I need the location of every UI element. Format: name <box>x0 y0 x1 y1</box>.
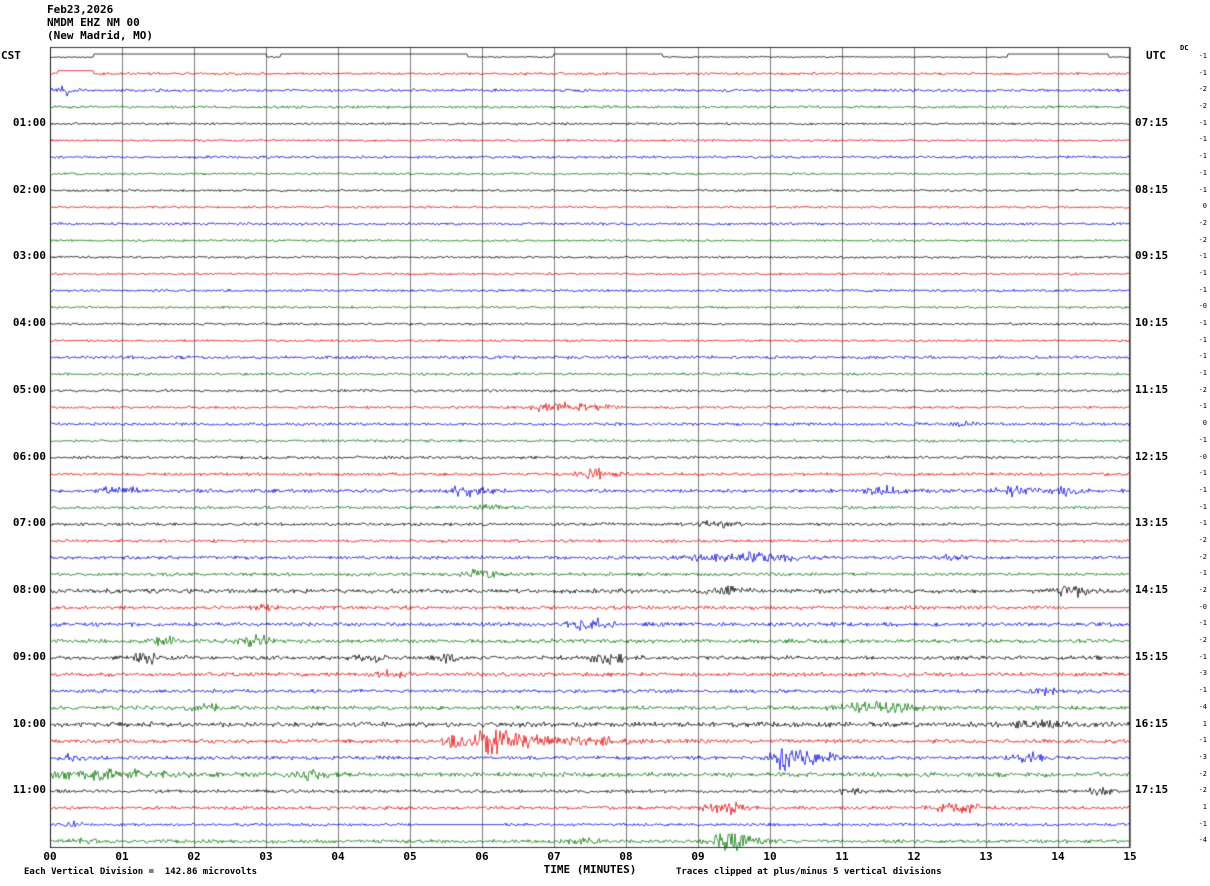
dc-offset-value: -1 <box>1198 335 1207 344</box>
dc-offset-value: -1 <box>1198 68 1207 77</box>
dc-offset-value: -1 <box>1198 569 1207 578</box>
left-time-label: 06:00 <box>12 449 46 463</box>
minute-tick-label: 04 <box>331 850 345 863</box>
minute-tick-label: 03 <box>259 850 273 863</box>
dc-offset-value: -1 <box>1198 52 1207 60</box>
dc-offset-value: -2 <box>1198 552 1207 561</box>
dc-offset-value: -1 <box>1198 502 1207 511</box>
left-time-label: 10:00 <box>12 716 46 730</box>
dc-offset-value: -1 <box>1198 819 1207 828</box>
right-time-label: 10:15 <box>1135 316 1169 329</box>
right-time-label: 15:15 <box>1135 649 1169 663</box>
minute-tick-label: 01 <box>115 850 129 863</box>
right-time-label: 09:15 <box>1135 249 1169 263</box>
dc-offset-value: -2 <box>1198 769 1207 778</box>
dc-offset-value: 0 <box>1202 419 1207 428</box>
right-time-label: 12:15 <box>1135 449 1169 463</box>
dc-offset-value: -1 <box>1198 152 1207 161</box>
dc-offset-value: -2 <box>1198 786 1207 795</box>
dc-offset-value: -1 <box>1198 519 1207 528</box>
dc-offset-value: -2 <box>1198 385 1207 394</box>
minute-tick-label: 09 <box>691 850 705 863</box>
dc-offset-value: -3 <box>1198 669 1207 678</box>
dc-offset-value: -0 <box>1198 302 1207 311</box>
dc-offset-value: 1 <box>1202 802 1207 811</box>
right-time-label: 13:15 <box>1135 516 1169 530</box>
dc-offset-value: -1 <box>1198 686 1207 695</box>
left-time-label: 07:00 <box>12 516 46 530</box>
minute-tick-label: 15 <box>1123 850 1137 863</box>
dc-offset-value: -2 <box>1198 235 1207 244</box>
dc-offset-value: -2 <box>1198 102 1207 111</box>
dc-offset-value: -1 <box>1198 319 1207 327</box>
dc-offset-value: -1 <box>1198 352 1207 361</box>
dc-offset-value: -2 <box>1198 636 1207 645</box>
minute-tick-label: 08 <box>619 850 633 863</box>
dc-offset-value: -1 <box>1198 135 1207 144</box>
x-axis-title: TIME (MINUTES) <box>543 863 637 876</box>
header-station: NMDM EHZ NM 00 <box>47 16 140 29</box>
dc-offset-value: 0 <box>1202 202 1207 211</box>
minute-tick-label: 07 <box>547 850 561 863</box>
left-time-label: 04:00 <box>12 316 46 329</box>
right-time-label: 16:15 <box>1135 716 1169 730</box>
minute-tick-label: 06 <box>475 850 489 863</box>
header-date: Feb23,2026 <box>47 3 114 16</box>
right-timezone-label: UTC <box>1146 49 1166 62</box>
dc-offset-value: -3 <box>1198 752 1207 761</box>
right-time-label: 08:15 <box>1135 182 1169 196</box>
dc-offset-value: -2 <box>1198 535 1207 544</box>
dc-offset-value: -1 <box>1198 285 1207 294</box>
dc-offset-value: -1 <box>1198 485 1207 494</box>
minute-tick-label: 05 <box>403 850 417 863</box>
minute-tick-label: 13 <box>979 850 993 863</box>
dc-offset-value: 1 <box>1202 719 1207 728</box>
left-time-label: 08:00 <box>12 583 46 596</box>
minute-tick-label: 12 <box>907 850 921 863</box>
dc-offset-value: -1 <box>1198 619 1207 628</box>
dc-offset-value: -1 <box>1198 168 1207 177</box>
left-time-label: 03:00 <box>12 249 46 263</box>
right-time-label: 17:15 <box>1135 783 1169 797</box>
header-location: (New Madrid, MO) <box>47 29 153 42</box>
left-time-label: 01:00 <box>12 115 46 129</box>
footer-clip-note: Traces clipped at plus/minus 5 vertical … <box>676 867 942 877</box>
dc-offset-value: -2 <box>1198 218 1207 227</box>
right-time-label: 14:15 <box>1135 583 1169 596</box>
minute-tick-label: 14 <box>1051 850 1065 863</box>
dc-offset-value: -2 <box>1198 586 1207 594</box>
dc-offset-value: -0 <box>1198 602 1207 611</box>
left-time-label: 02:00 <box>12 182 46 196</box>
right-time-label: 11:15 <box>1135 382 1169 396</box>
minute-tick-label: 10 <box>763 850 777 863</box>
dc-offset-value: -4 <box>1198 836 1207 845</box>
dc-offset-value: -1 <box>1198 736 1207 745</box>
footer-scale-note: Each Vertical Division = 142.86 microvol… <box>24 867 257 877</box>
dc-offset-value: -1 <box>1198 652 1207 661</box>
left-time-label: 05:00 <box>12 382 46 396</box>
dc-offset-value: -1 <box>1198 435 1207 444</box>
dc-offset-value: -1 <box>1198 469 1207 478</box>
dc-offset-value: -1 <box>1198 185 1207 194</box>
dc-offset-value: -1 <box>1198 369 1207 378</box>
left-timezone-label: CST <box>1 49 21 62</box>
dc-column-label: DC <box>1180 44 1189 52</box>
dc-offset-value: -0 <box>1198 452 1207 461</box>
dc-offset-value: -1 <box>1198 252 1207 261</box>
dc-offset-value: -2 <box>1198 85 1207 94</box>
dc-offset-value: -1 <box>1198 118 1207 127</box>
dc-offset-value: -1 <box>1198 402 1207 411</box>
seismo-squiggle-icon <box>2 872 57 886</box>
right-time-label: 07:15 <box>1135 115 1169 129</box>
dc-offset-value: -1 <box>1198 268 1207 277</box>
minute-tick-label: 02 <box>187 850 201 863</box>
left-time-label: 11:00 <box>12 783 46 797</box>
left-time-label: 09:00 <box>12 649 46 663</box>
dc-offset-value: -4 <box>1198 702 1207 711</box>
minute-tick-label: 11 <box>835 850 849 863</box>
minute-tick-label: 00 <box>43 850 57 863</box>
